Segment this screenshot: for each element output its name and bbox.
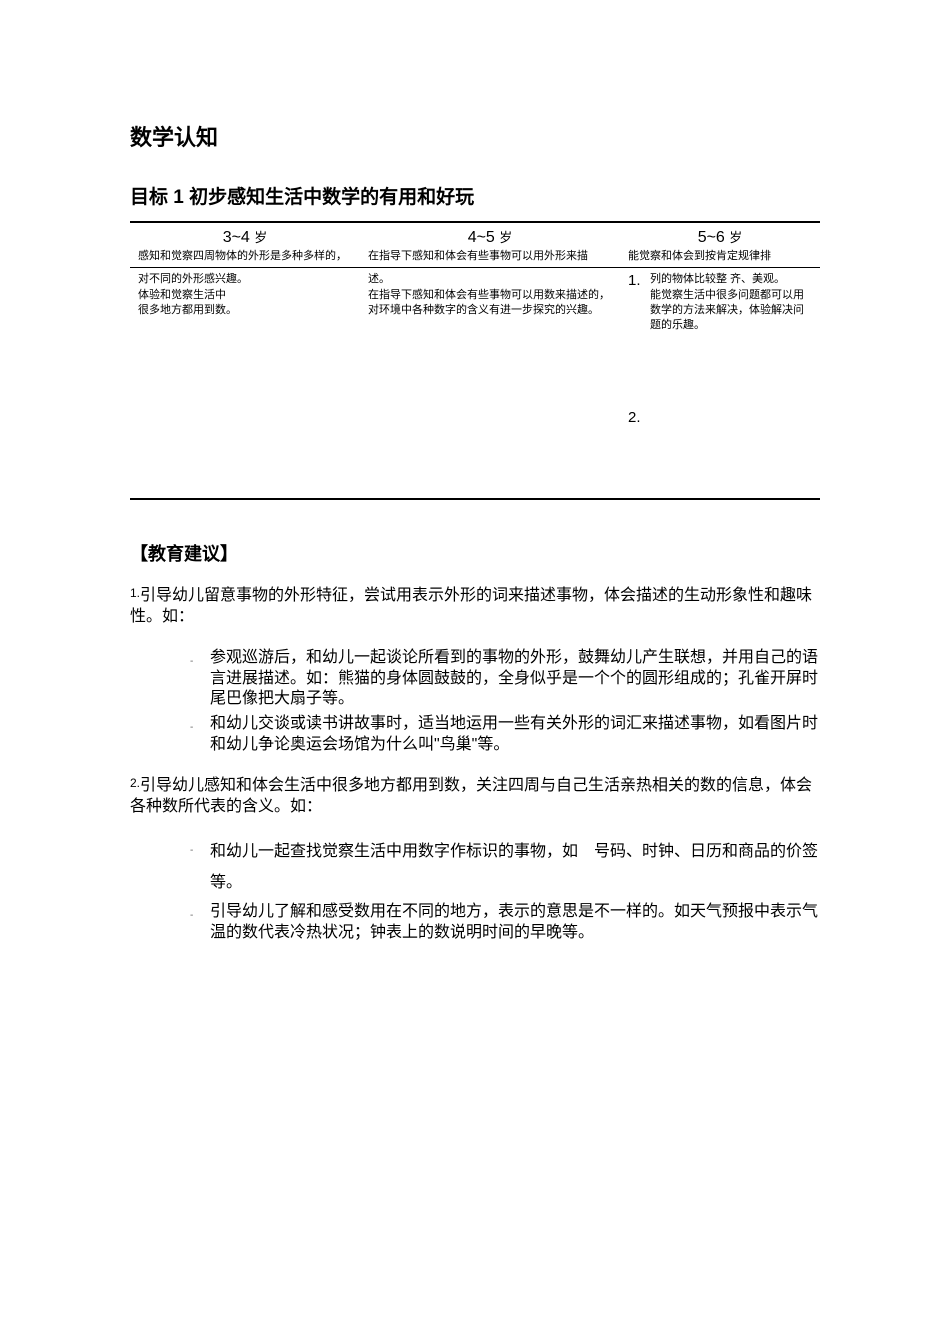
header-col-3: 5~6 岁 能觉察和体会到按肯定规律排 <box>620 223 820 267</box>
section-title: 【教育建议】 <box>130 540 820 566</box>
body-col-3: 1. 列的物体比较整 齐、美观。 能觉察生活中很多问题都可以用数学的方法来解决，… <box>620 268 820 498</box>
header-col-2: 4~5 岁 在指导下感知和体会有些事物可以用外形来描 <box>360 223 620 267</box>
bullet-text: 参观巡游后，和幼儿一起谈论所看到的事物的外形，鼓舞幼儿产生联想，并用自己的语言进… <box>210 648 820 710</box>
header-desc: 感知和觉察四周物体的外形是多种多样的， <box>138 249 352 263</box>
bullet-dot-icon: - <box>190 648 210 667</box>
bullet-text: 引导幼儿了解和感受数用在不同的地方，表示的意思是不一样的。如天气预报中表示气温的… <box>210 902 820 944</box>
body-col-2: 述。 在指导下感知和体会有些事物可以用数来描述的，对环境中各种数字的含义有进一步… <box>360 268 620 498</box>
paragraph-1: 1.引导幼儿留意事物的外形特征，尝试用表示外形的词来描述事物，体会描述的生动形象… <box>130 586 820 628</box>
bullet-dot-icon: - <box>190 837 210 856</box>
header-desc: 在指导下感知和体会有些事物可以用外形来描 <box>368 249 612 263</box>
bullet-item: - 和幼儿一起查找觉察生活中用数字作标识的事物，如 号码、时钟、日历和商品的价签… <box>190 837 820 898</box>
bullet-text: 和幼儿一起查找觉察生活中用数字作标识的事物，如 号码、时钟、日历和商品的价签等。 <box>210 837 820 898</box>
paragraph-2: 2.引导幼儿感知和体会生活中很多地方都用到数，关注四周与自己生活亲热相关的数的信… <box>130 776 820 818</box>
bullet-item: - 参观巡游后，和幼儿一起谈论所看到的事物的外形，鼓舞幼儿产生联想，并用自己的语… <box>190 648 820 710</box>
table-header-row: 3~4 岁 感知和觉察四周物体的外形是多种多样的， 4~5 岁 在指导下感知和体… <box>130 223 820 268</box>
main-title: 数学认知 <box>130 120 820 152</box>
header-col-1: 3~4 岁 感知和觉察四周物体的外形是多种多样的， <box>130 223 360 267</box>
numbered-item: 2. <box>628 409 812 426</box>
header-desc: 能觉察和体会到按肯定规律排 <box>628 249 812 263</box>
age-label: 3~4 岁 <box>138 227 352 247</box>
bullet-dot-icon: - <box>190 714 210 733</box>
age-label: 4~5 岁 <box>368 227 612 247</box>
bullet-dot-icon: - <box>190 902 210 921</box>
item-text: 列的物体比较整 齐、美观。 能觉察生活中很多问题都可以用数学的方法来解决，体验解… <box>650 272 812 334</box>
item-number: 2. <box>628 409 650 426</box>
table-body-row: 对不同的外形感兴趣。 体验和觉察生活中 很多地方都用到数。 述。 在指导下感知和… <box>130 268 820 498</box>
bullet-text: 和幼儿交谈或读书讲故事时，适当地运用一些有关外形的词汇来描述事物，如看图片时和幼… <box>210 714 820 756</box>
bullet-item: - 引导幼儿了解和感受数用在不同的地方，表示的意思是不一样的。如天气预报中表示气… <box>190 902 820 944</box>
age-table: 3~4 岁 感知和觉察四周物体的外形是多种多样的， 4~5 岁 在指导下感知和体… <box>130 221 820 500</box>
bullet-list-2: - 和幼儿一起查找觉察生活中用数字作标识的事物，如 号码、时钟、日历和商品的价签… <box>130 837 820 943</box>
item-number: 1. <box>628 272 650 289</box>
age-label: 5~6 岁 <box>628 227 812 247</box>
bullet-item: - 和幼儿交谈或读书讲故事时，适当地运用一些有关外形的词汇来描述事物，如看图片时… <box>190 714 820 756</box>
numbered-item: 1. 列的物体比较整 齐、美观。 能觉察生活中很多问题都可以用数学的方法来解决，… <box>628 272 812 334</box>
goal-title: 目标 1 初步感知生活中数学的有用和好玩 <box>130 182 820 209</box>
body-col-1: 对不同的外形感兴趣。 体验和觉察生活中 很多地方都用到数。 <box>130 268 360 498</box>
bullet-list-1: - 参观巡游后，和幼儿一起谈论所看到的事物的外形，鼓舞幼儿产生联想，并用自己的语… <box>130 648 820 756</box>
